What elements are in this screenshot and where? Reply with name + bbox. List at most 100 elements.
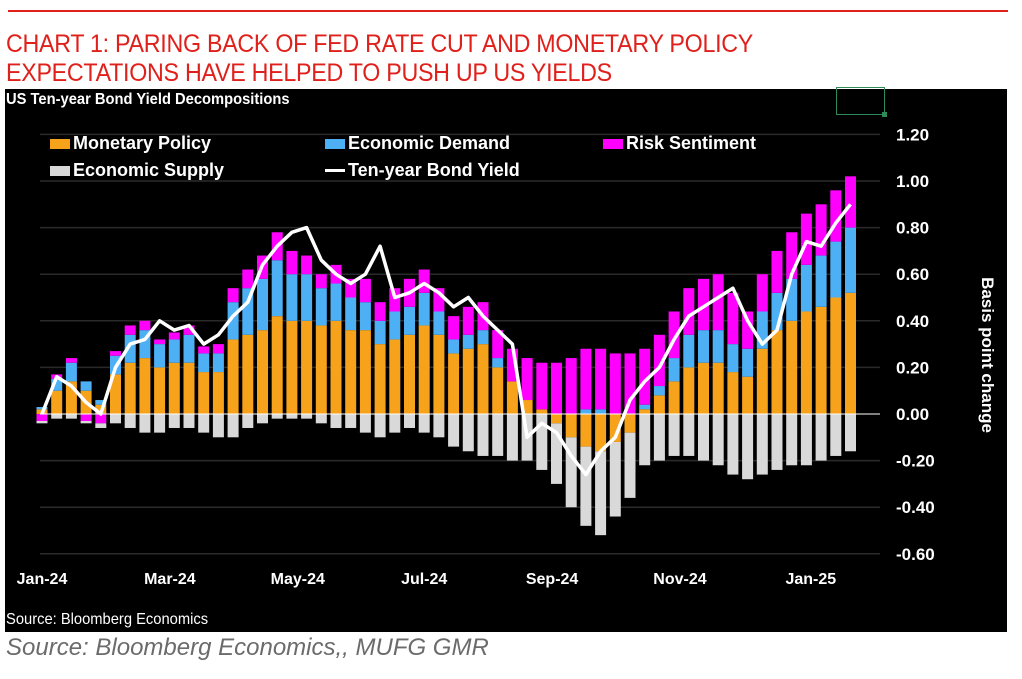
bar-risk-sentiment: [359, 278, 371, 303]
bar-risk-sentiment: [815, 204, 827, 256]
bar-monetary-policy: [595, 414, 607, 452]
legend-item-ten-year-bond-yield: Ten-year Bond Yield: [325, 160, 520, 181]
bar-economic-supply: [683, 414, 695, 456]
bar-monetary-policy: [227, 339, 239, 414]
bar-economic-demand: [477, 330, 489, 345]
bar-economic-supply: [639, 414, 651, 466]
series-line-ten-year-bond-yield: [40, 203, 852, 477]
bar-economic-supply: [742, 414, 754, 480]
bar-economic-demand: [756, 311, 768, 349]
bar-economic-supply: [609, 441, 621, 517]
bar-risk-sentiment: [374, 302, 386, 321]
cell-selection-box[interactable]: [836, 87, 885, 115]
legend-swatch-monetary-policy: [50, 138, 70, 149]
bar-monetary-policy: [168, 362, 180, 414]
bar-monetary-policy: [462, 348, 474, 414]
bar-monetary-policy: [683, 367, 695, 414]
bar-economic-demand: [139, 330, 151, 359]
bar-economic-supply: [389, 414, 401, 433]
bar-economic-supply: [183, 414, 195, 428]
bar-monetary-policy: [154, 367, 166, 414]
bar-economic-supply: [712, 414, 724, 466]
bar-economic-supply: [727, 414, 739, 475]
bar-economic-demand: [183, 334, 195, 363]
bar-economic-demand: [800, 264, 812, 312]
gridlines: [40, 133, 880, 555]
bar-risk-sentiment: [595, 348, 607, 410]
y-tick-label: 0.40: [896, 312, 929, 331]
bar-economic-supply: [771, 414, 783, 470]
bar-monetary-policy: [639, 409, 651, 414]
bar-economic-demand: [95, 400, 107, 405]
y-tick-label: -0.40: [896, 498, 935, 517]
bar-economic-supply: [404, 414, 415, 428]
legend-item-economic-supply: Economic Supply: [50, 160, 224, 181]
bar-monetary-policy: [286, 320, 298, 414]
bar-economic-demand: [198, 353, 210, 373]
bar-monetary-policy: [448, 353, 460, 414]
stacked-bars: [36, 176, 856, 536]
bar-economic-supply: [786, 414, 798, 466]
bar-economic-supply: [315, 414, 327, 424]
bar-economic-demand: [389, 311, 401, 340]
bar-risk-sentiment: [771, 250, 783, 293]
bar-monetary-policy: [712, 362, 724, 414]
bar-risk-sentiment: [727, 292, 739, 345]
bar-risk-sentiment: [639, 348, 651, 405]
page-source-note: Source: Bloomberg Economics,, MUFG GMR: [6, 634, 489, 661]
bar-economic-supply: [330, 414, 342, 428]
bar-monetary-policy: [727, 372, 739, 414]
bar-economic-supply: [830, 414, 842, 456]
bar-economic-demand: [786, 278, 798, 321]
bar-economic-demand: [448, 339, 460, 354]
bar-monetary-policy: [257, 330, 268, 414]
bar-risk-sentiment: [124, 325, 136, 335]
bar-monetary-policy: [771, 330, 783, 414]
y-tick-label: -0.20: [896, 452, 935, 471]
bar-economic-supply: [286, 414, 298, 419]
bar-economic-demand: [771, 292, 783, 331]
bar-economic-supply: [448, 414, 460, 447]
y-axis-ticks: 1.20 1.00 0.80 0.60 0.40 0.20 0.00 -0.20 -0.40 -0…: [896, 125, 935, 563]
bar-economic-demand: [168, 339, 180, 363]
bar-monetary-policy: [580, 414, 592, 447]
bar-economic-supply: [477, 414, 489, 456]
legend-label: Monetary Policy: [73, 133, 212, 153]
x-tick-label: May-24: [271, 571, 325, 588]
bar-risk-sentiment: [551, 362, 562, 414]
bar-monetary-policy: [830, 297, 842, 414]
y-tick-label: 1.20: [896, 125, 929, 144]
bar-monetary-policy: [301, 320, 313, 414]
bar-monetary-policy: [845, 292, 856, 414]
bar-economic-supply: [198, 414, 210, 433]
bar-economic-demand: [271, 260, 283, 317]
selection-fill-handle[interactable]: [882, 112, 887, 117]
bar-economic-demand: [433, 311, 445, 335]
bar-monetary-policy: [212, 372, 224, 414]
bar-risk-sentiment: [536, 362, 548, 410]
bar-economic-demand: [742, 348, 754, 377]
bar-monetary-policy: [359, 330, 371, 414]
bar-risk-sentiment: [345, 278, 357, 298]
bar-monetary-policy: [242, 334, 254, 414]
bar-risk-sentiment: [433, 288, 445, 312]
bar-risk-sentiment: [742, 311, 754, 349]
legend-item-risk-sentiment: Risk Sentiment: [603, 133, 756, 154]
bar-risk-sentiment: [492, 330, 504, 359]
bar-economic-supply: [271, 414, 283, 419]
bar-risk-sentiment: [521, 358, 533, 401]
bar-risk-sentiment: [418, 269, 430, 293]
bar-economic-supply: [536, 414, 548, 470]
bar-monetary-policy: [389, 339, 401, 414]
bar-economic-demand: [727, 344, 739, 373]
bar-economic-supply: [242, 414, 254, 428]
headline-line-2: EXPECTATIONS HAVE HELPED TO PUSH UP US Y…: [6, 59, 612, 87]
legend-label: Ten-year Bond Yield: [348, 160, 520, 180]
bar-economic-demand: [330, 283, 342, 321]
bar-economic-supply: [124, 414, 136, 428]
bar-monetary-policy: [551, 414, 562, 424]
bar-economic-supply: [65, 414, 77, 419]
bar-economic-demand: [418, 292, 430, 326]
bar-risk-sentiment: [653, 334, 665, 387]
bar-economic-supply: [565, 437, 577, 508]
